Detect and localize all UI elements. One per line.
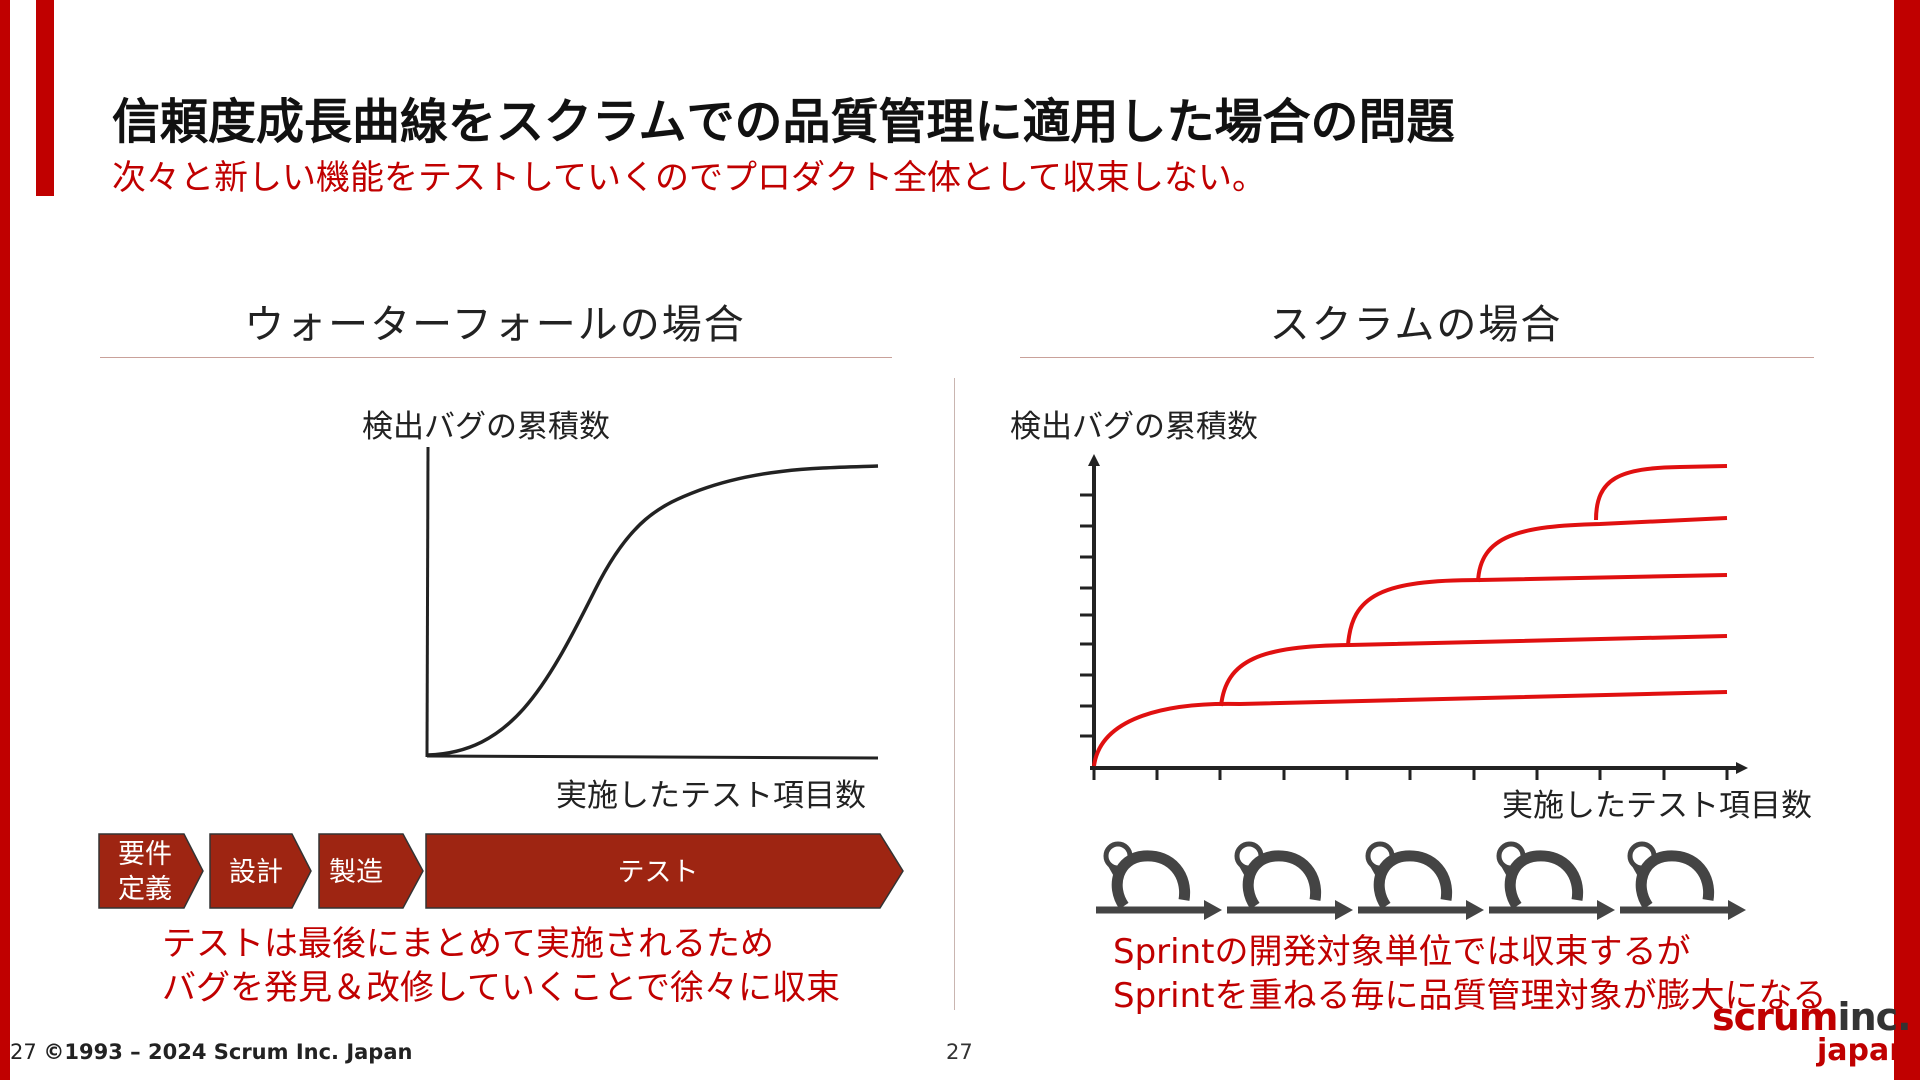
logo-scrum: scrum [1712,995,1839,1039]
phase-build-label: 製造 [329,857,383,888]
scrum-sprint-curves [1092,464,1728,767]
sprint-curve-2 [1219,634,1728,707]
scrum-y-axis-label: 検出バグの累積数 [1010,409,1258,445]
scrum-y-ticks [1080,493,1094,738]
logo-inc: inc. [1837,995,1912,1039]
scrum-y-axis-arrow [1088,454,1100,466]
sprint-cycle-icon-5 [1620,844,1746,920]
waterfall-heading: ウォーターフォールの場合 [244,302,746,348]
phase-design-label: 設計 [229,857,283,888]
phase-requirements: 要件 定義 [98,833,204,909]
scrum-x-ticks [1092,768,1729,780]
scrum-heading-rule [1020,357,1814,358]
waterfall-y-axis-label: 検出バグの累積数 [362,409,610,445]
waterfall-x-axis [426,754,879,760]
scrum-note-line1: Sprintの開発対象単位では収束するが [1113,932,1691,972]
phase-requirements-line2: 定義 [118,874,172,905]
sprint-curve-3 [1346,573,1728,646]
right-edge-bar [1894,0,1920,1080]
sprint-curve-5 [1594,464,1728,521]
logo-japan: japan [1816,1033,1911,1068]
phase-build: 製造 [318,833,424,909]
footer-copyright-text: ©1993 – 2024 Scrum Inc. Japan [43,1040,413,1064]
left-edge-bar [0,0,10,1080]
sprint-cycle-icon-2 [1227,844,1353,920]
sprint-cycle-icon-3 [1358,844,1484,920]
scrum-x-axis-arrow [1736,762,1748,774]
scrum-inc-japan-logo: scruminc. japan [1712,998,1912,1068]
waterfall-note-line1: テストは最後にまとめて実施されるため [162,924,774,964]
phase-test: テスト [425,833,904,909]
waterfall-heading-rule [100,357,892,358]
page-number: 27 [946,1040,973,1064]
sprint-curve-4 [1476,516,1728,583]
phase-test-label: テスト [618,857,699,888]
phase-design: 設計 [209,833,312,909]
waterfall-note-line2: バグを発見＆改修していくことで徐々に収束 [162,968,840,1008]
sprint-curve-1 [1092,690,1728,767]
scrum-heading: スクラムの場合 [1269,302,1563,348]
waterfall-curve-line [427,464,879,757]
phase-requirements-line1: 要件 [118,839,172,870]
waterfall-x-axis-label: 実施したテスト項目数 [556,778,866,814]
page-title: 信頼度成長曲線をスクラムでの品質管理に適用した場合の問題 [112,94,1455,150]
waterfall-note: テストは最後にまとめて実施されるため バグを発見＆改修していくことで徐々に収束 [162,922,840,1010]
waterfall-y-axis [425,446,430,758]
title-accent-bar [36,0,54,196]
footer-copyright: 27 ©1993 – 2024 Scrum Inc. Japan [10,1040,412,1064]
section-divider [954,378,955,1010]
scrum-note-line2: Sprintを重ねる毎に品質管理対象が膨大になる [1113,976,1827,1016]
scrum-x-axis-label: 実施したテスト項目数 [1502,788,1812,824]
sprint-cycle-icon-4 [1489,844,1615,920]
sprint-cycle-icon-1 [1096,844,1222,920]
footer-page-prefix: 27 [10,1040,37,1064]
scrum-note: Sprintの開発対象単位では収束するが Sprintを重ねる毎に品質管理対象が… [1113,930,1826,1018]
page-subtitle: 次々と新しい機能をテストしていくのでプロダクト全体として収束しない。 [112,158,1266,198]
